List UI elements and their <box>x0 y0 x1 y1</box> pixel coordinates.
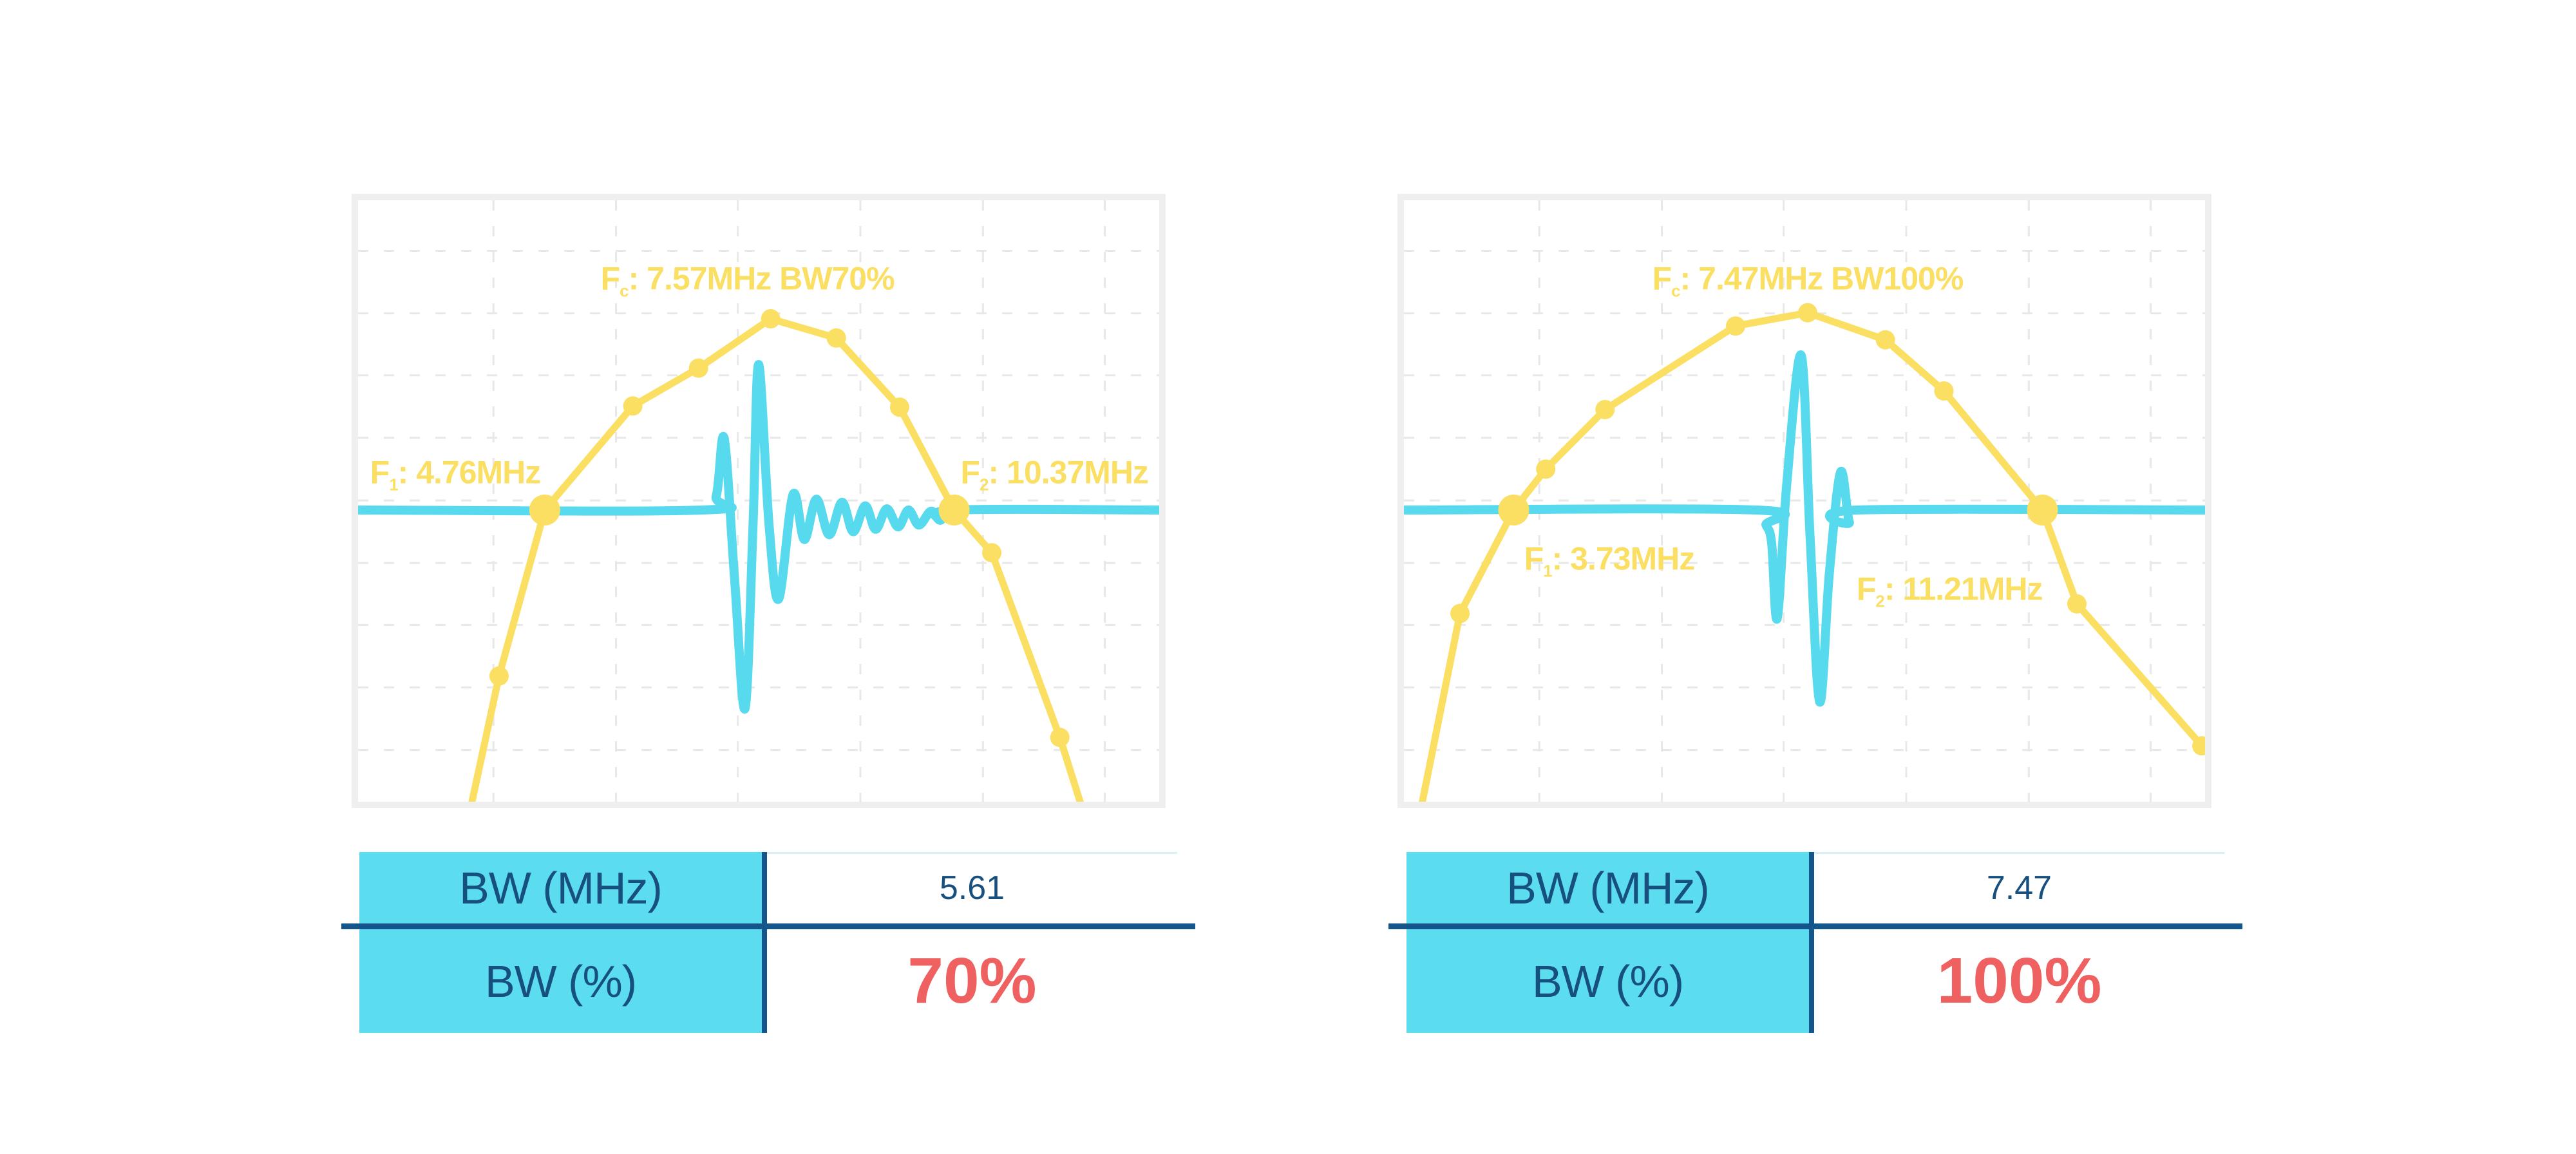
pulse-echo-waveform <box>358 360 1159 714</box>
f2-label-base: F <box>1856 571 1877 607</box>
value-column-topline <box>1814 852 2224 854</box>
spectrum-marker <box>826 328 846 348</box>
fc-label-sub: c <box>620 281 629 301</box>
pulse-echo-waveform <box>1404 350 2205 707</box>
bw-mhz-label: BW (MHz) <box>359 852 762 923</box>
f2-label-sub: 2 <box>980 475 989 495</box>
spectrum-marker <box>982 543 1002 563</box>
table-column-divider <box>762 852 767 1033</box>
f1-label-base: F <box>1524 540 1544 577</box>
bw-table-left: BW (MHz) BW (%) 5.61 70% <box>341 852 1195 1033</box>
bw-mhz-value-text: 5.61 <box>939 869 1005 907</box>
fc-label-text: : 7.47MHz BW100% <box>1680 260 1964 297</box>
spectrum-marker <box>623 396 643 416</box>
bw-mhz-label-text: BW (MHz) <box>1506 862 1710 913</box>
grid-lines <box>1404 200 2205 802</box>
fc-label-text: : 7.57MHz BW70% <box>628 260 895 297</box>
spectrum-marker <box>1595 400 1615 420</box>
bw-percent-label-text: BW (%) <box>484 956 637 1007</box>
table-column-divider <box>1809 852 1814 1033</box>
f2-label-base: F <box>960 454 980 491</box>
cutoff-frequency-marker <box>2027 495 2058 526</box>
spectrum-chart-bw70: Fc: 7.57MHz BW70% F1: 4.76MHz F2: 10.37M… <box>352 194 1166 808</box>
spectrum-marker <box>489 666 509 686</box>
fc-annotation: Fc: 7.57MHz BW70% <box>601 263 895 299</box>
frequency-spectrum-curve <box>1419 309 2205 802</box>
bw-percent-value-text: 100% <box>1937 945 2102 1017</box>
bw-percent-label: BW (%) <box>1406 929 1809 1033</box>
data-point-markers <box>1450 303 2205 756</box>
bw-mhz-value: 7.47 <box>1814 852 2224 923</box>
f1-annotation: F1: 3.73MHz <box>1524 540 1696 581</box>
bw-percent-value: 70% <box>767 929 1177 1033</box>
plot-area <box>358 200 1159 802</box>
spectrum-marker <box>2067 594 2087 614</box>
spectrum-marker <box>688 358 708 378</box>
bw-percent-label-text: BW (%) <box>1531 956 1684 1007</box>
bw-percent-label: BW (%) <box>359 929 762 1033</box>
bw-percent-value-text: 70% <box>907 945 1037 1017</box>
f1-label-base: F <box>370 454 390 491</box>
data-point-markers <box>489 308 1070 748</box>
spectrum-marker <box>1797 303 1817 323</box>
f1-label-sub: 1 <box>1543 561 1553 581</box>
bw-mhz-label-text: BW (MHz) <box>459 862 663 913</box>
spectrum-marker <box>1536 459 1556 479</box>
spectrum-marker <box>1875 330 1895 350</box>
bw-percent-value: 100% <box>1814 929 2224 1033</box>
f1-annotation: F1: 4.76MHz <box>370 454 542 495</box>
f2-annotation: F2: 10.37MHz <box>960 456 1148 493</box>
spectrum-marker <box>1934 381 1954 401</box>
cutoff-frequency-marker <box>938 495 970 526</box>
f2-label-text: : 11.21MHz <box>1884 571 2043 607</box>
frequency-spectrum-curve <box>468 315 1084 802</box>
f1-label-text: : 3.73MHz <box>1551 540 1696 577</box>
spectrum-chart-bw100: Fc: 7.47MHz BW100% F1: 3.73MHz F2: 11.21… <box>1397 194 2211 808</box>
cutoff-frequency-marker <box>1498 495 1530 526</box>
fc-label-base: F <box>1652 260 1672 297</box>
f2-label-text: : 10.37MHz <box>988 454 1149 491</box>
spectrum-marker <box>1450 603 1470 623</box>
bw-mhz-value-text: 7.47 <box>1986 869 2052 907</box>
f2-label-sub: 2 <box>1875 591 1885 611</box>
bw-mhz-label: BW (MHz) <box>1406 852 1809 923</box>
spectrum-marker <box>1050 728 1070 748</box>
table-row-divider <box>1388 923 2242 929</box>
table-row-divider <box>341 923 1195 929</box>
spectrum-marker <box>2192 736 2205 756</box>
bw-table-right: BW (MHz) BW (%) 7.47 100% <box>1388 852 2242 1033</box>
value-column-topline <box>767 852 1177 854</box>
plot-area <box>1404 200 2205 802</box>
fc-label-sub: c <box>1671 281 1681 301</box>
grid-lines <box>358 200 1159 802</box>
cutoff-frequency-marker <box>529 495 560 526</box>
spectrum-marker <box>1726 316 1746 336</box>
spectrum-marker <box>761 308 781 328</box>
f1-label-text: : 4.76MHz <box>397 454 542 491</box>
bw-mhz-value: 5.61 <box>767 852 1177 923</box>
f1-label-sub: 1 <box>389 475 399 495</box>
f2-annotation: F2: 11.21MHz <box>1857 573 2043 610</box>
fc-label-base: F <box>600 260 621 297</box>
fc-annotation: Fc: 7.47MHz BW100% <box>1653 263 1964 299</box>
spectrum-marker <box>889 397 909 417</box>
